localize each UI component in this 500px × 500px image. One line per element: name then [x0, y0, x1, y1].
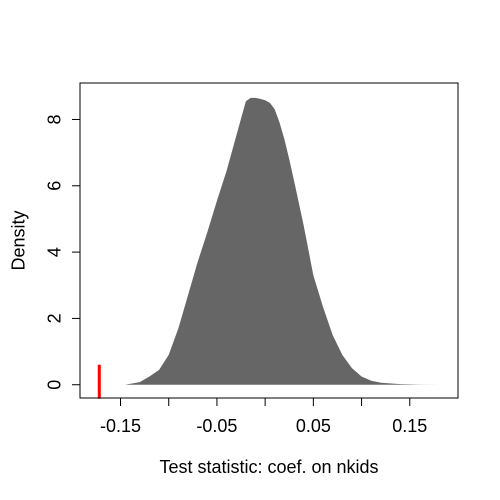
y-tick-label: 8	[44, 114, 64, 124]
density-area	[125, 97, 439, 385]
x-tick-label: -0.15	[100, 416, 141, 436]
y-tick-label: 6	[44, 181, 64, 191]
y-axis-title: Density	[8, 210, 28, 270]
y-tick-label: 0	[44, 380, 64, 390]
x-tick-label: 0.05	[296, 416, 331, 436]
x-axis: -0.15 -0.05 0.05 0.15	[100, 397, 427, 436]
y-axis: 0 2 4 6 8	[44, 114, 81, 390]
x-axis-title: Test statistic: coef. on nkids	[159, 457, 378, 477]
x-tick-label: -0.05	[196, 416, 237, 436]
x-tick-label: 0.15	[392, 416, 427, 436]
y-tick-label: 2	[44, 313, 64, 323]
y-tick-label: 4	[44, 247, 64, 257]
density-curve-layer	[125, 97, 439, 385]
